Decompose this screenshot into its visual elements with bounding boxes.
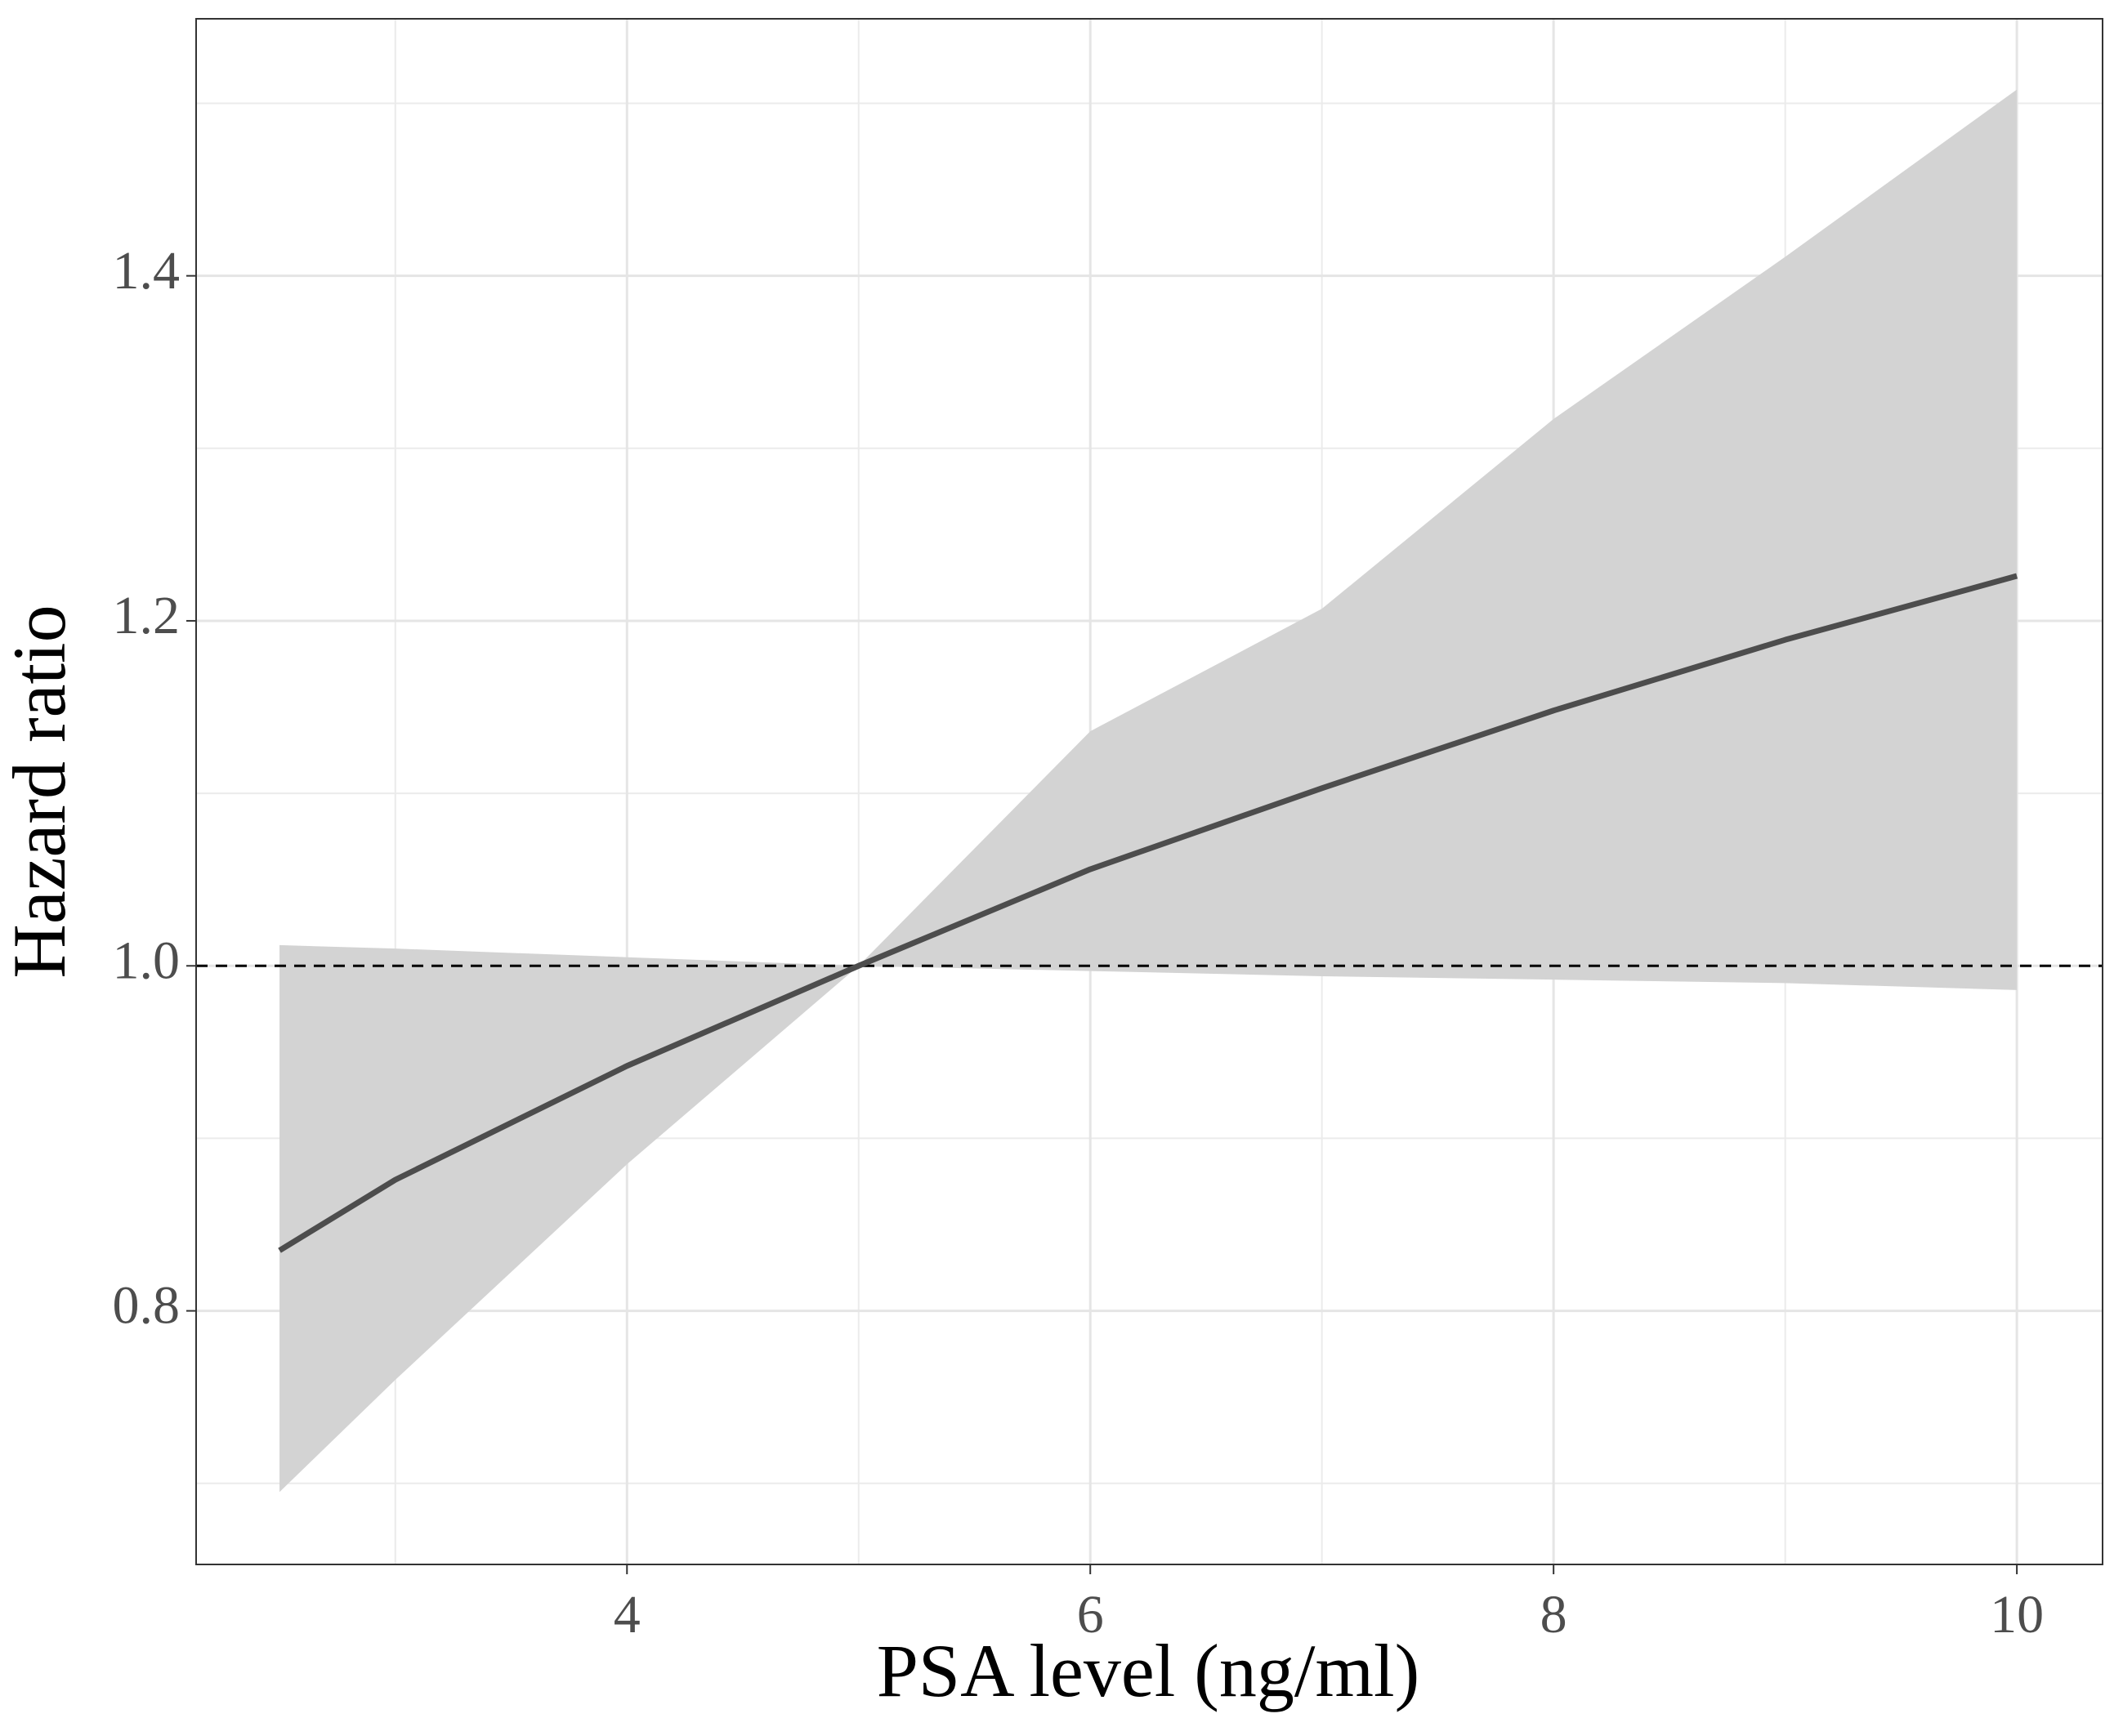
y-tick-label: 1.4 [113, 241, 181, 301]
x-tick-label: 10 [1990, 1585, 2044, 1645]
x-tick-label: 8 [1540, 1585, 1567, 1645]
y-axis-title: Hazard ratio [0, 605, 81, 978]
line [278, 573, 2018, 1253]
x-tick-label: 4 [614, 1585, 641, 1645]
panel-border [195, 18, 2103, 1565]
y-tick-label: 1.2 [113, 586, 181, 645]
confidence-band [279, 89, 2018, 1493]
y-tick-label: 0.8 [113, 1276, 181, 1336]
y-tick-label: 1.0 [113, 930, 181, 990]
x-axis-title: PSA level (ng/ml) [877, 1629, 1419, 1712]
x-tick-label: 6 [1077, 1585, 1104, 1645]
